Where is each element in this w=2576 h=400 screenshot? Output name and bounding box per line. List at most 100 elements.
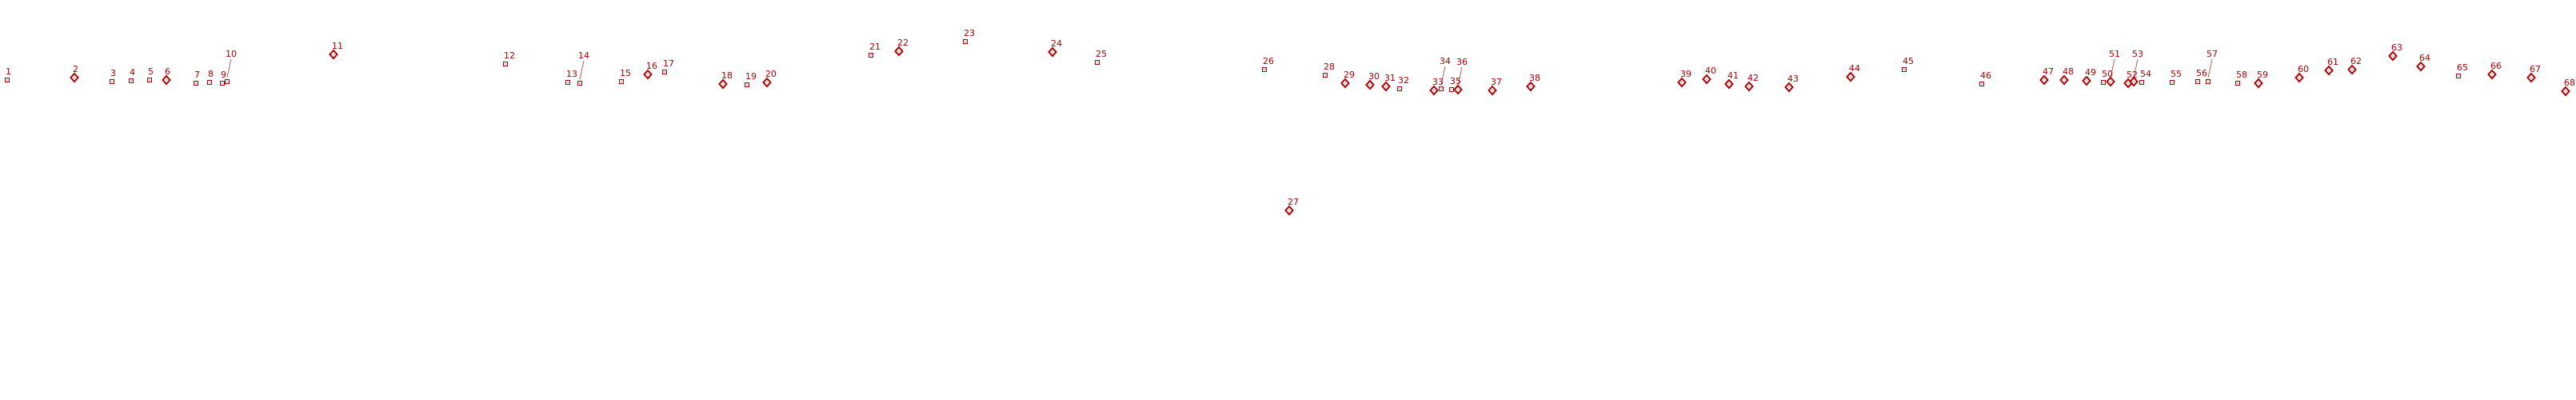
marker-center-dot [195,82,197,84]
point-label: 36 [1456,57,1468,67]
square-marker [207,80,212,85]
point-label: 50 [2102,69,2113,79]
point-label: 17 [663,58,674,69]
data-point: 31 [1381,73,1396,92]
point-label: 58 [2236,70,2247,80]
point-label: 66 [2490,61,2502,71]
data-point: 7 [194,70,200,86]
data-point: 16 [643,61,657,80]
marker-center-dot [2171,82,2173,83]
square-marker [662,70,667,74]
point-label: 3 [110,68,116,78]
marker-center-dot [1681,82,1683,83]
marker-center-dot [2103,82,2104,83]
diamond-marker [329,49,338,60]
point-label: 32 [1398,75,1409,86]
data-point: 9 [220,70,226,86]
data-point: 2 [70,64,79,83]
point-label: 19 [745,71,757,82]
diamond-marker [2416,61,2426,72]
data-point: 6 [162,66,171,86]
data-point: 66 [2487,61,2502,80]
point-label: 10 [226,49,237,59]
data-point: 26 [1262,56,1274,72]
data-point: 65 [2456,62,2468,78]
label-leader-line [226,58,232,78]
point-label: 55 [2171,69,2182,79]
point-label: 60 [2298,64,2309,74]
data-point: 41 [1724,70,1739,90]
marker-center-dot [1385,86,1387,87]
data-point: 29 [1340,70,1355,89]
diamond-marker [1702,74,1711,85]
square-marker [129,78,134,83]
point-label: 62 [2350,56,2362,66]
diamond-marker [1048,46,1057,58]
marker-center-dot [2063,79,2065,81]
marker-center-dot [166,79,167,81]
marker-center-dot [222,82,223,84]
square-marker [225,79,230,84]
data-point: 52 [2123,70,2138,89]
marker-center-dot [1748,86,1750,87]
point-label: 31 [1384,73,1396,83]
point-label: 5 [148,66,154,77]
point-label: 51 [2109,49,2120,59]
point-label: 59 [2257,70,2268,80]
point-label: 24 [1051,38,1062,49]
data-point: 68 [2561,78,2575,97]
square-marker [2195,79,2200,84]
marker-center-dot [1369,84,1371,86]
diamond-marker [162,74,171,86]
marker-center-dot [2420,66,2422,67]
square-marker [110,79,114,84]
point-label: 18 [721,70,733,81]
marker-center-dot [2392,55,2394,57]
data-point: 32 [1397,75,1409,91]
point-label: 34 [1440,56,1451,66]
diamond-marker [2059,74,2069,86]
point-label: 57 [2207,49,2218,59]
point-label: 43 [1787,74,1799,84]
diamond-marker [2526,72,2536,83]
point-label: 29 [1344,70,1355,80]
point-label: 49 [2085,67,2096,78]
point-label: 40 [1705,66,1716,76]
label-leader-line [2133,58,2139,78]
square-marker [2170,80,2175,85]
data-point: 10 [225,49,237,84]
square-marker [5,78,10,82]
marker-center-dot [1288,210,1290,211]
diamond-marker [643,69,653,80]
data-point: 37 [1488,77,1502,96]
data-point: 60 [2294,64,2309,83]
data-point: 36 [1453,57,1468,95]
marker-center-dot [6,79,8,81]
diamond-marker [1284,205,1294,216]
square-marker [1323,73,1328,78]
diamond-marker [1677,77,1687,88]
data-point: 34 [1439,56,1451,91]
diamond-marker [1381,81,1391,92]
marker-center-dot [722,83,724,85]
diamond-marker [1340,78,1350,89]
point-label: 47 [2043,66,2054,77]
square-marker [577,81,582,86]
point-label: 42 [1747,73,1759,83]
data-point: 14 [577,50,589,86]
label-leader-line [2110,58,2115,78]
point-label: 15 [620,68,631,78]
point-label: 38 [1529,73,1540,83]
diamond-marker [2039,74,2049,86]
data-point: 48 [2059,66,2074,86]
marker-center-dot [1788,86,1790,88]
data-point: 53 [2129,49,2143,87]
square-marker [745,82,749,87]
marker-center-dot [505,63,506,65]
data-point: 49 [2082,67,2096,86]
square-marker [2139,80,2144,85]
point-label: 12 [504,50,515,61]
label-leader-line [2207,58,2213,78]
marker-center-dot [870,54,872,56]
